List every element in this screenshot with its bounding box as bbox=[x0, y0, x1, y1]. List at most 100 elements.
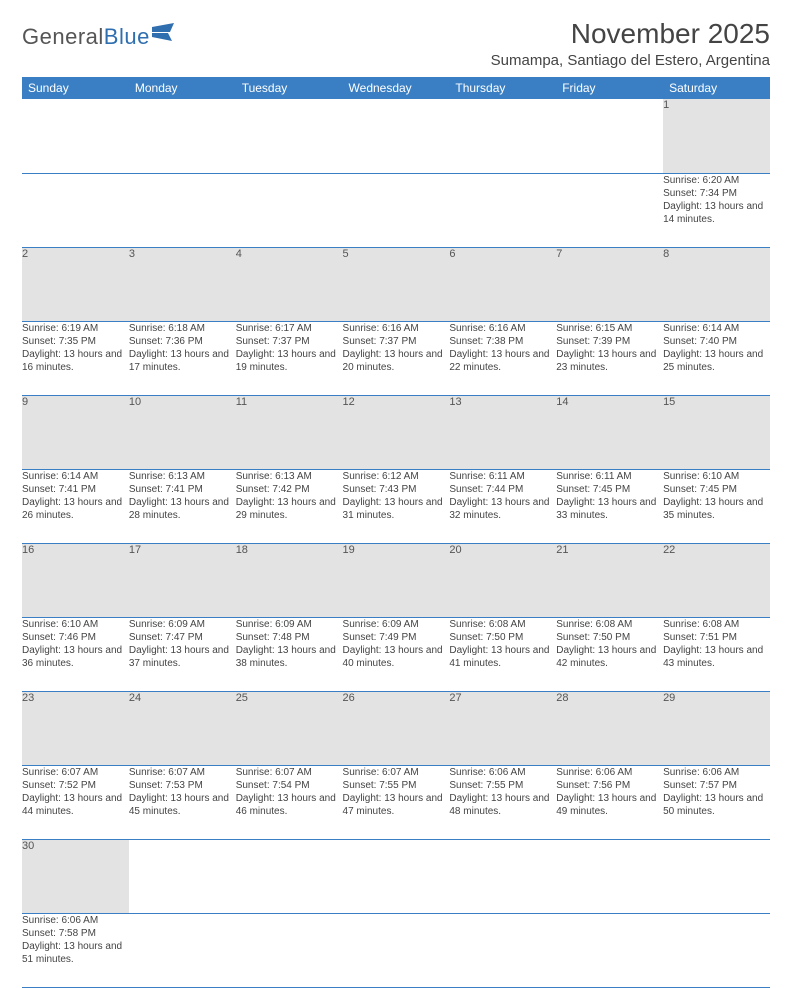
sunset-line: Sunset: 7:51 PM bbox=[663, 632, 737, 643]
day-header-row: SundayMondayTuesdayWednesdayThursdayFrid… bbox=[22, 77, 770, 99]
sunrise-line: Sunrise: 6:07 AM bbox=[129, 767, 205, 778]
day-number-cell bbox=[236, 99, 343, 173]
daynum-row: 2345678 bbox=[22, 247, 770, 321]
sunset-line: Sunset: 7:38 PM bbox=[449, 336, 523, 347]
day-number-cell: 26 bbox=[343, 691, 450, 765]
day-number-cell: 5 bbox=[343, 247, 450, 321]
sunset-line: Sunset: 7:40 PM bbox=[663, 336, 737, 347]
day-number-cell: 8 bbox=[663, 247, 770, 321]
day-header: Wednesday bbox=[343, 77, 450, 99]
location: Sumampa, Santiago del Estero, Argentina bbox=[491, 52, 770, 69]
sunrise-line: Sunrise: 6:07 AM bbox=[22, 767, 98, 778]
daylight-line: Daylight: 13 hours and 26 minutes. bbox=[22, 497, 122, 521]
day-number-cell bbox=[449, 839, 556, 913]
day-number-cell: 30 bbox=[22, 839, 129, 913]
daylight-line: Daylight: 13 hours and 31 minutes. bbox=[343, 497, 443, 521]
day-header: Thursday bbox=[449, 77, 556, 99]
sunset-line: Sunset: 7:50 PM bbox=[556, 632, 630, 643]
day-number-cell: 13 bbox=[449, 395, 556, 469]
day-content-cell: Sunrise: 6:14 AMSunset: 7:40 PMDaylight:… bbox=[663, 321, 770, 395]
day-content-cell: Sunrise: 6:12 AMSunset: 7:43 PMDaylight:… bbox=[343, 469, 450, 543]
sunrise-line: Sunrise: 6:06 AM bbox=[449, 767, 525, 778]
day-number-cell: 22 bbox=[663, 543, 770, 617]
daylight-line: Daylight: 13 hours and 51 minutes. bbox=[22, 941, 122, 965]
sunrise-line: Sunrise: 6:10 AM bbox=[22, 619, 98, 630]
daylight-line: Daylight: 13 hours and 47 minutes. bbox=[343, 793, 443, 817]
day-number-cell: 15 bbox=[663, 395, 770, 469]
sunrise-line: Sunrise: 6:08 AM bbox=[449, 619, 525, 630]
day-number-cell bbox=[129, 99, 236, 173]
day-header: Saturday bbox=[663, 77, 770, 99]
day-number-cell: 25 bbox=[236, 691, 343, 765]
day-content-cell bbox=[129, 173, 236, 247]
sunrise-line: Sunrise: 6:13 AM bbox=[236, 471, 312, 482]
sunrise-line: Sunrise: 6:18 AM bbox=[129, 323, 205, 334]
day-number-cell: 23 bbox=[22, 691, 129, 765]
sunrise-line: Sunrise: 6:15 AM bbox=[556, 323, 632, 334]
day-number-cell: 17 bbox=[129, 543, 236, 617]
sunset-line: Sunset: 7:35 PM bbox=[22, 336, 96, 347]
sunrise-line: Sunrise: 6:06 AM bbox=[556, 767, 632, 778]
day-content-cell: Sunrise: 6:09 AMSunset: 7:49 PMDaylight:… bbox=[343, 617, 450, 691]
sunrise-line: Sunrise: 6:20 AM bbox=[663, 175, 739, 186]
sunrise-line: Sunrise: 6:17 AM bbox=[236, 323, 312, 334]
flag-icon bbox=[152, 23, 178, 43]
sunrise-line: Sunrise: 6:16 AM bbox=[449, 323, 525, 334]
sunrise-line: Sunrise: 6:12 AM bbox=[343, 471, 419, 482]
daylight-line: Daylight: 13 hours and 20 minutes. bbox=[343, 349, 443, 373]
daylight-line: Daylight: 13 hours and 17 minutes. bbox=[129, 349, 229, 373]
day-content-cell: Sunrise: 6:08 AMSunset: 7:51 PMDaylight:… bbox=[663, 617, 770, 691]
sunset-line: Sunset: 7:34 PM bbox=[663, 188, 737, 199]
sunrise-line: Sunrise: 6:09 AM bbox=[343, 619, 419, 630]
day-content-cell: Sunrise: 6:17 AMSunset: 7:37 PMDaylight:… bbox=[236, 321, 343, 395]
sunset-line: Sunset: 7:41 PM bbox=[22, 484, 96, 495]
day-number-cell: 21 bbox=[556, 543, 663, 617]
sunset-line: Sunset: 7:55 PM bbox=[449, 780, 523, 791]
daynum-row: 30 bbox=[22, 839, 770, 913]
sunrise-line: Sunrise: 6:09 AM bbox=[236, 619, 312, 630]
sunset-line: Sunset: 7:48 PM bbox=[236, 632, 310, 643]
daylight-line: Daylight: 13 hours and 22 minutes. bbox=[449, 349, 549, 373]
daylight-line: Daylight: 13 hours and 46 minutes. bbox=[236, 793, 336, 817]
day-content-cell: Sunrise: 6:11 AMSunset: 7:44 PMDaylight:… bbox=[449, 469, 556, 543]
daynum-row: 16171819202122 bbox=[22, 543, 770, 617]
day-number-cell: 27 bbox=[449, 691, 556, 765]
day-content-cell: Sunrise: 6:18 AMSunset: 7:36 PMDaylight:… bbox=[129, 321, 236, 395]
sunset-line: Sunset: 7:37 PM bbox=[343, 336, 417, 347]
sunrise-line: Sunrise: 6:11 AM bbox=[556, 471, 631, 482]
sunrise-line: Sunrise: 6:14 AM bbox=[22, 471, 98, 482]
daylight-line: Daylight: 13 hours and 35 minutes. bbox=[663, 497, 763, 521]
content-row: Sunrise: 6:06 AMSunset: 7:58 PMDaylight:… bbox=[22, 913, 770, 987]
day-content-cell: Sunrise: 6:09 AMSunset: 7:47 PMDaylight:… bbox=[129, 617, 236, 691]
day-content-cell: Sunrise: 6:13 AMSunset: 7:42 PMDaylight:… bbox=[236, 469, 343, 543]
day-content-cell: Sunrise: 6:11 AMSunset: 7:45 PMDaylight:… bbox=[556, 469, 663, 543]
day-content-cell: Sunrise: 6:19 AMSunset: 7:35 PMDaylight:… bbox=[22, 321, 129, 395]
sunrise-line: Sunrise: 6:16 AM bbox=[343, 323, 419, 334]
day-content-cell: Sunrise: 6:15 AMSunset: 7:39 PMDaylight:… bbox=[556, 321, 663, 395]
daylight-line: Daylight: 13 hours and 37 minutes. bbox=[129, 645, 229, 669]
header: GeneralBlue November 2025 Sumampa, Santi… bbox=[22, 18, 770, 69]
day-header: Tuesday bbox=[236, 77, 343, 99]
daylight-line: Daylight: 13 hours and 14 minutes. bbox=[663, 201, 763, 225]
sunset-line: Sunset: 7:53 PM bbox=[129, 780, 203, 791]
day-number-cell bbox=[343, 99, 450, 173]
day-number-cell: 24 bbox=[129, 691, 236, 765]
day-content-cell bbox=[449, 173, 556, 247]
calendar-body: 1Sunrise: 6:20 AMSunset: 7:34 PMDaylight… bbox=[22, 99, 770, 987]
logo-text-b: Blue bbox=[104, 24, 150, 49]
day-number-cell bbox=[129, 839, 236, 913]
sunrise-line: Sunrise: 6:13 AM bbox=[129, 471, 205, 482]
sunset-line: Sunset: 7:44 PM bbox=[449, 484, 523, 495]
daylight-line: Daylight: 13 hours and 41 minutes. bbox=[449, 645, 549, 669]
daynum-row: 23242526272829 bbox=[22, 691, 770, 765]
day-content-cell bbox=[663, 913, 770, 987]
day-header: Sunday bbox=[22, 77, 129, 99]
day-number-cell: 4 bbox=[236, 247, 343, 321]
day-number-cell bbox=[449, 99, 556, 173]
day-content-cell: Sunrise: 6:06 AMSunset: 7:55 PMDaylight:… bbox=[449, 765, 556, 839]
day-number-cell: 10 bbox=[129, 395, 236, 469]
sunrise-line: Sunrise: 6:14 AM bbox=[663, 323, 739, 334]
daynum-row: 9101112131415 bbox=[22, 395, 770, 469]
sunset-line: Sunset: 7:47 PM bbox=[129, 632, 203, 643]
day-content-cell: Sunrise: 6:08 AMSunset: 7:50 PMDaylight:… bbox=[556, 617, 663, 691]
